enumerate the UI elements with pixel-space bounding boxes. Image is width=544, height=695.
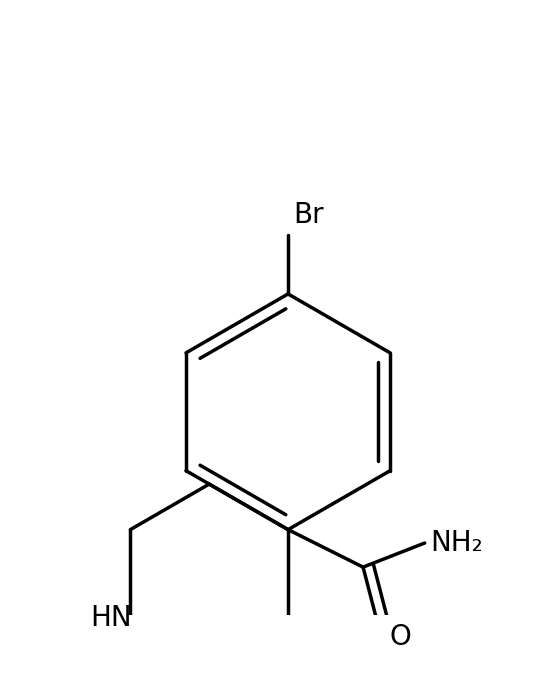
Text: Br: Br [293, 201, 324, 229]
Text: O: O [390, 623, 412, 651]
Text: NH₂: NH₂ [430, 529, 483, 557]
Text: HN: HN [90, 604, 132, 632]
